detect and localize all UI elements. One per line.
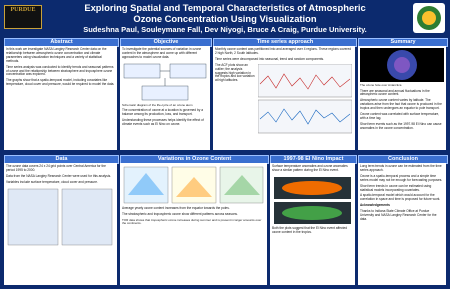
- map-anomaly: [282, 205, 342, 220]
- paragraph: Short term events such as the 1997-98 El…: [360, 121, 442, 130]
- figure-row: The ACF plots show an outlier; the analy…: [215, 62, 353, 134]
- objective-panel: To investigate the potential sources of …: [120, 46, 210, 150]
- map-hole: [394, 57, 410, 73]
- paragraph: Short term trends in ozone can be estima…: [360, 183, 432, 192]
- plot-line: [259, 73, 351, 90]
- paragraph: Atmospheric ozone content varies by lati…: [360, 98, 442, 111]
- summary-panel: The ozone hole over Antarctica There are…: [358, 46, 446, 150]
- caption: The ozone hole over Antarctica: [360, 82, 402, 87]
- schematic-box: [141, 85, 189, 100]
- emblem: [413, 3, 445, 33]
- emblem-center: [422, 11, 436, 25]
- paragraph: To investigate the potential sources of …: [122, 47, 202, 59]
- schematic: [123, 63, 207, 100]
- caption: Schematic diagram of the life-cycle of a…: [122, 102, 193, 107]
- time-series-panel: Monthly ozone content was partitioned in…: [213, 46, 355, 150]
- paragraph: Variables include surface temperature, c…: [6, 179, 98, 184]
- paragraph: Understanding these processes helps iden…: [122, 118, 204, 126]
- subheading: Acknowledgements: [360, 203, 390, 208]
- paragraph: The ozone data covers 24 x 24 grid point…: [6, 164, 106, 172]
- conclusion-panel: Long term trends in ozone can be estimat…: [358, 163, 446, 285]
- surface: [176, 177, 212, 197]
- figure: [7, 188, 59, 245]
- caption: TOR data shows that tropospheric ozone i…: [122, 217, 262, 226]
- data-panel: The ozone data covers 24 x 24 grid point…: [4, 163, 117, 285]
- abstract-panel: In this work we investigate NASA Langley…: [4, 46, 117, 150]
- paragraph: Ozone is a spatio-temporal process and a…: [360, 173, 443, 182]
- schematic-box: [169, 63, 207, 78]
- paragraph: There are seasonal and annual fluctuatio…: [360, 88, 430, 97]
- paragraph: A spatio-temporal model which would acco…: [360, 193, 441, 202]
- paragraph: The ACF plots show an outlier; the analy…: [215, 62, 255, 83]
- time-series-plots: [258, 63, 352, 133]
- paragraph: In this work we investigate NASA Langley…: [6, 47, 107, 63]
- surface-plots: [123, 166, 264, 204]
- el-nino-maps: [274, 176, 351, 224]
- paragraph: Surface temperature anomalies and ozone …: [272, 164, 348, 172]
- schematic-box: [123, 63, 161, 78]
- surface: [224, 175, 260, 195]
- variations-panel: Average yearly ozone content increases f…: [120, 163, 267, 285]
- paragraph: Long term trends in ozone can be estimat…: [360, 164, 442, 172]
- ozone-map: [360, 48, 444, 82]
- paragraph: Thanks to Indiana State Climate Office a…: [360, 209, 437, 221]
- map-anomaly: [282, 180, 342, 195]
- plot-frame: [258, 99, 352, 133]
- paragraph: The graphs show that a spatio-temporal m…: [6, 78, 115, 87]
- paragraph: The concentration of ozone at a location…: [122, 108, 203, 117]
- paragraph: Average yearly ozone content increases f…: [122, 205, 230, 210]
- paragraph: Ozone content was correlated with surfac…: [360, 112, 440, 120]
- paragraph: Data from the NASA Langley Research Cent…: [6, 173, 112, 178]
- paragraph: The stratospheric and tropospheric ozone…: [122, 211, 238, 216]
- data-figures: [7, 188, 113, 245]
- plot-line: [259, 108, 351, 125]
- logo-text: PURDUE: [10, 7, 36, 13]
- paragraph: Both the plots suggest that the El Nino …: [272, 225, 348, 234]
- plot-frame: [258, 63, 352, 97]
- el-nino-panel: Surface temperature anomalies and ozone …: [270, 163, 355, 285]
- paragraph: Time series were decomposed into seasona…: [215, 56, 325, 61]
- figure: [61, 188, 113, 245]
- poster-authors: Sudeshna Paul, Souleymane Fall, Dev Niyo…: [83, 25, 367, 34]
- university-logo: PURDUE: [4, 5, 42, 29]
- paragraph: Time series analysis was conducted to id…: [6, 64, 114, 77]
- paragraph: Monthly ozone content was partitioned in…: [215, 47, 352, 55]
- text-column: The ACF plots show an outlier; the analy…: [215, 62, 255, 134]
- surface: [128, 173, 164, 195]
- poster-title: Exploring Spatial and Temporal Character…: [84, 2, 366, 24]
